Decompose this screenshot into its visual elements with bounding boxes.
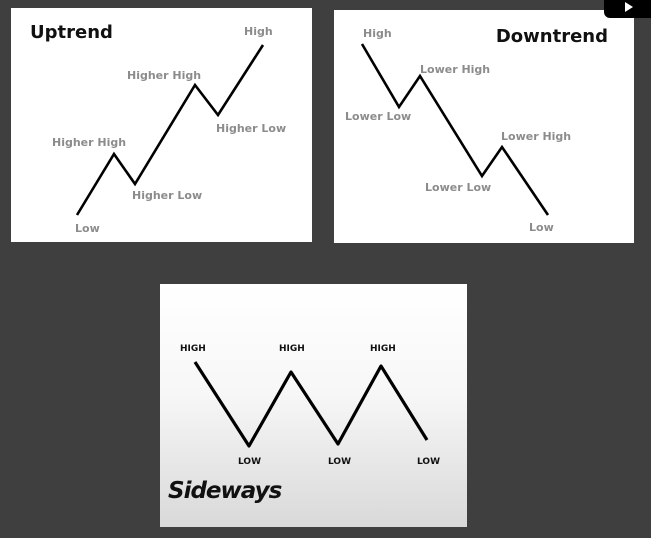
label-higher-low: Higher Low — [216, 122, 286, 135]
uptrend-line — [75, 44, 265, 216]
label-lower-low: Lower Low — [425, 181, 491, 194]
label-low: LOW — [417, 457, 440, 467]
label-high: HIGH — [180, 344, 206, 354]
label-low: LOW — [328, 457, 351, 467]
label-higher-low: Higher Low — [132, 189, 202, 202]
uptrend-title: Uptrend — [30, 22, 113, 43]
label-higher-high: Higher High — [52, 136, 126, 149]
sideways-diagram: HIGH LOW HIGH LOW HIGH LOW — [180, 344, 440, 467]
label-lower-high: Lower High — [420, 63, 490, 76]
play-button[interactable] — [604, 0, 651, 18]
label-lower-low: Lower Low — [345, 110, 411, 123]
downtrend-diagram: High Lower Low Lower High Lower Low Lowe… — [345, 27, 571, 234]
downtrend-line — [360, 43, 550, 216]
label-high: HIGH — [370, 344, 396, 354]
play-icon — [625, 2, 633, 12]
uptrend-diagram: Low Higher High Higher Low Higher High H… — [52, 25, 286, 235]
label-low: LOW — [238, 457, 261, 467]
sideways-panel: HIGH LOW HIGH LOW HIGH LOW Sideways — [160, 284, 467, 527]
label-high: High — [363, 27, 392, 40]
label-high: HIGH — [279, 344, 305, 354]
label-low: Low — [75, 222, 100, 235]
uptrend-panel: Low Higher High Higher Low Higher High H… — [11, 8, 312, 242]
label-higher-high: Higher High — [127, 69, 201, 82]
label-low: Low — [529, 221, 554, 234]
label-high: High — [244, 25, 273, 38]
downtrend-panel: High Lower Low Lower High Lower Low Lowe… — [334, 10, 634, 243]
downtrend-title: Downtrend — [495, 26, 608, 47]
label-lower-high: Lower High — [501, 130, 571, 143]
sideways-line — [193, 361, 429, 448]
sideways-title: Sideways — [168, 478, 282, 504]
